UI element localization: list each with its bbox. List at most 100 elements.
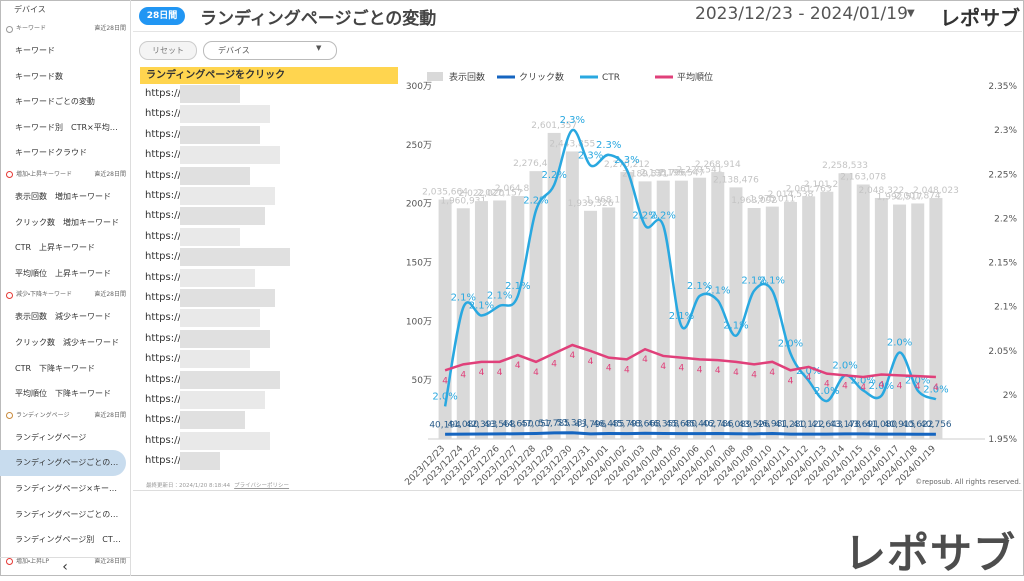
table-row[interactable]: https:// <box>140 349 403 369</box>
date-range[interactable]: 2023/12/23 - 2024/01/19 <box>695 4 908 24</box>
device-select[interactable]: デバイス <box>203 41 337 60</box>
menu-item[interactable]: ランディングページごとの… <box>0 450 126 476</box>
data-label: 2.1% <box>705 285 730 296</box>
bar-label: 2,268,914 <box>695 160 741 170</box>
bar-label: 1,992,517 <box>877 193 923 203</box>
section-icon <box>6 25 13 33</box>
y-tick-label: 250万 <box>406 141 432 151</box>
legend-label: 表示回数 <box>449 71 485 83</box>
table-row[interactable]: https:// <box>140 145 403 165</box>
data-label: 41,080 <box>866 420 898 430</box>
redaction <box>180 452 220 471</box>
redaction <box>180 187 275 205</box>
table-row[interactable]: https:// <box>140 247 403 267</box>
date-caret[interactable]: ▼ <box>907 8 915 19</box>
menu-item[interactable]: 平均順位 下降キーワード <box>15 389 111 399</box>
table-row[interactable]: https:// <box>140 84 403 104</box>
data-label: 4 <box>897 381 903 391</box>
table-row[interactable]: https:// <box>140 104 403 124</box>
bar <box>729 187 743 439</box>
menu-item[interactable]: キーワード <box>15 46 55 55</box>
table-row[interactable]: https:// <box>140 186 403 206</box>
redaction <box>180 105 270 124</box>
section-period: 直近28日間 <box>94 557 126 565</box>
menu-item[interactable]: キーワードクラウド <box>15 148 87 158</box>
data-label: 4 <box>606 364 612 374</box>
table-row[interactable]: https:// <box>140 125 403 145</box>
data-label: 2.1% <box>469 300 494 311</box>
table-row[interactable]: https:// <box>140 451 403 471</box>
data-label: 46,981 <box>757 419 789 429</box>
table-row[interactable]: https:// <box>140 308 403 328</box>
data-label: 40,622 <box>902 420 934 430</box>
menu-item[interactable]: ランディングページ <box>15 432 87 442</box>
data-label: 40,915 <box>884 420 916 430</box>
menu-item[interactable]: ランディングページ別 CT… <box>15 535 121 545</box>
collapse-button[interactable]: ‹ <box>0 557 130 576</box>
menu-item[interactable]: ランディングページ×キー… <box>15 483 117 493</box>
data-label: 2.3% <box>560 115 585 126</box>
redaction <box>180 85 240 103</box>
bar-label: 1,960,931 <box>440 196 486 206</box>
table-row[interactable]: https:// <box>140 431 403 451</box>
sidebar-top[interactable]: デバイス <box>14 5 46 14</box>
section-period: 直近28日間 <box>94 170 126 178</box>
data-label: 2.1% <box>760 276 785 287</box>
menu-item[interactable]: キーワード数 <box>15 71 63 81</box>
watermark-logo: レポサブ <box>843 529 1016 578</box>
table-row[interactable]: https:// <box>140 166 403 186</box>
data-label: 46,786 <box>702 419 734 429</box>
section-title: 増加・上昇LP <box>16 557 50 565</box>
section-icon <box>6 558 13 566</box>
menu-item[interactable]: 表示回数 減少キーワード <box>15 312 111 322</box>
data-label: 2.3% <box>596 140 621 151</box>
privacy-link[interactable]: プライバシーポリシー <box>234 483 290 489</box>
section-title: 減少・下降キーワード <box>16 291 73 299</box>
menu-item[interactable]: CTR 下降キーワード <box>15 363 96 373</box>
bar-label: 2,195,706 <box>640 169 686 179</box>
logo: レポサブ <box>940 6 1020 30</box>
bar <box>456 208 470 439</box>
data-label: 2.1% <box>487 291 512 302</box>
period-badge[interactable]: 28日間 <box>139 7 185 25</box>
data-label: 2.2% <box>632 210 657 221</box>
menu-item[interactable]: 表示回数 増加キーワード <box>15 191 111 201</box>
data-label: 40,194 <box>429 420 461 430</box>
page-title: ランディングページごとの変動 <box>200 9 437 29</box>
table-row[interactable]: https:// <box>140 390 403 410</box>
section-period: 直近28日間 <box>94 291 126 299</box>
section-title: ランディングページ <box>16 411 70 419</box>
y2-tick-label: 2.15% <box>988 259 1017 269</box>
table-row[interactable]: https:// <box>140 370 403 390</box>
data-label: 2.1% <box>687 281 712 292</box>
section-header: 減少・下降キーワード 直近28日間 <box>0 286 130 304</box>
menu-item[interactable]: ランディングページごとの… <box>15 509 119 519</box>
y2-tick-label: 2% <box>1003 391 1018 401</box>
bar-label: 2,138,476 <box>713 175 759 185</box>
table-row[interactable]: https:// <box>140 268 403 288</box>
data-label: 4 <box>733 368 739 378</box>
table-row[interactable]: https:// <box>140 206 403 226</box>
table-row[interactable]: https:// <box>140 227 403 247</box>
table-row[interactable]: https:// <box>140 329 403 349</box>
menu-item[interactable]: 平均順位 上昇キーワード <box>15 268 111 278</box>
table-row[interactable]: https:// <box>140 410 403 430</box>
menu-item[interactable]: CTR 上昇キーワード <box>15 243 96 253</box>
data-label: 41,280 <box>775 420 807 430</box>
data-label: 43,796 <box>575 420 607 430</box>
menu-item[interactable]: クリック数 増加キーワード <box>15 217 119 227</box>
bar <box>711 172 725 439</box>
bar <box>693 177 707 439</box>
reset-button[interactable]: リセット <box>139 41 197 60</box>
data-label: 4 <box>679 364 685 374</box>
menu-item[interactable]: キーワード別 CTR×平均… <box>15 122 118 132</box>
data-label: 46,485 <box>593 420 625 430</box>
menu-item[interactable]: クリック数 減少キーワード <box>15 337 119 347</box>
section-title: 増加・上昇キーワード <box>16 170 73 178</box>
data-label: 45,680 <box>666 420 698 430</box>
data-label: 43,568 <box>484 420 516 430</box>
section-header: 増加・上昇LP 直近28日間 <box>0 553 130 571</box>
table-row[interactable]: https:// <box>140 288 403 308</box>
menu-item[interactable]: キーワードごとの変動 <box>15 97 95 107</box>
table-header[interactable]: ランディングページをクリック <box>140 67 398 84</box>
